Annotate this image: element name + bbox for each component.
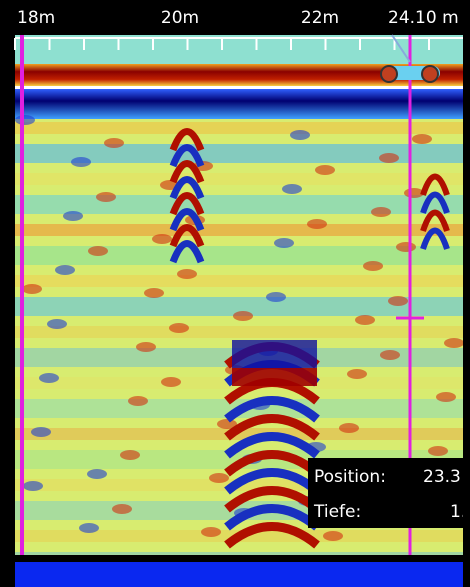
reflection-spot [323,531,343,541]
reflection-spot [39,373,59,383]
reflection-spot [282,184,302,194]
reflection-spot [355,315,375,325]
reflection-spot [315,165,335,175]
reflection-spot [55,265,75,275]
position-label: Position: [314,467,386,487]
reflection-spot [22,284,42,294]
reflection-spot [379,153,399,163]
reflection-spot [136,342,156,352]
reflection-spot [63,211,83,221]
stripe [15,195,463,214]
anomaly [232,368,317,386]
reflection-spot [177,269,197,279]
reflection-spot [169,323,189,333]
blue-band [15,89,463,119]
depth-value: 1.0 [450,502,470,522]
distance-label: 22m [301,8,339,28]
reflection-spot [307,219,327,229]
reflection-spot [290,130,310,140]
stripe [15,246,463,265]
reflection-spot [444,338,464,348]
distance-label: 20m [161,8,199,28]
stripe [15,326,463,338]
position-value: 23.3 [423,467,461,487]
status-bar [15,562,463,587]
reflection-spot [396,242,416,252]
gpr-screen: 18m 20m 22m 24.10 m Position: 23.3 Tiefe… [0,0,470,587]
reflection-spot [128,396,148,406]
stripe [15,173,463,185]
info-box: Position: 23.3 Tiefe: 1.0 [308,458,470,528]
reflection-spot [347,369,367,379]
reflection-spot [87,469,107,479]
reflection-spot [47,319,67,329]
reflection-spot [412,134,432,144]
reflection-spot [339,423,359,433]
reflection-spot [15,115,35,125]
reflection-spot [161,377,181,387]
cart-wheel [381,66,397,82]
reflection-spot [371,207,391,217]
reflection-spot [144,288,164,298]
reflection-spot [104,138,124,148]
stripe [15,275,463,287]
reflection-spot [201,527,221,537]
reflection-spot [88,246,108,256]
surface-line [15,86,463,89]
reflection-spot [31,427,51,437]
reflection-spot [380,350,400,360]
depth-label: Tiefe: [313,502,361,522]
stripe [15,122,463,134]
reflection-spot [436,392,456,402]
reflection-spot [209,473,229,483]
reflection-spot [388,296,408,306]
stripe [15,224,463,236]
reflection-spot [23,481,43,491]
reflection-spot [71,157,91,167]
reflection-spot [112,504,132,514]
reflection-spot [96,192,116,202]
reflection-spot [233,311,253,321]
reflection-spot [428,446,448,456]
anomaly [232,340,317,368]
reflection-spot [266,292,286,302]
reflection-spot [152,234,172,244]
distance-label: 18m [17,8,55,28]
distance-label: 24.10 m [388,8,459,28]
reflection-spot [363,261,383,271]
reflection-spot [274,238,294,248]
cart-wheel [422,66,438,82]
reflection-spot [79,523,99,533]
radargram-view: 18m 20m 22m 24.10 m Position: 23.3 Tiefe… [0,0,470,587]
reflection-spot [120,450,140,460]
